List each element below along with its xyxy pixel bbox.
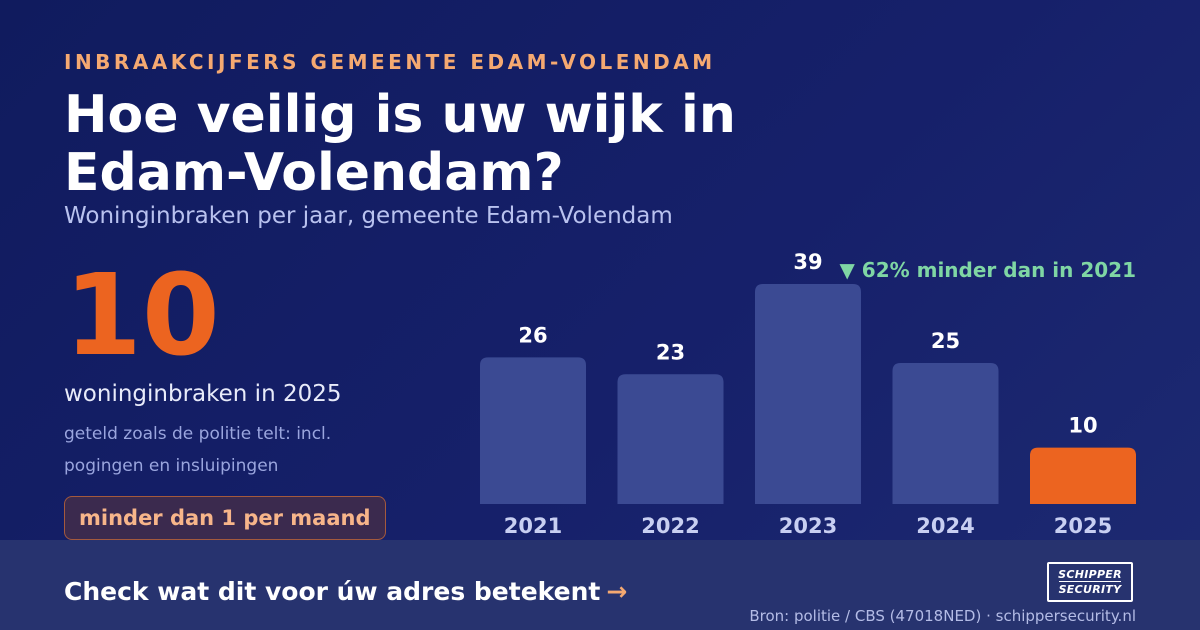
tick-label-2023: 2023 <box>779 514 837 538</box>
per-month-badge: minder dan 1 per maand <box>64 496 386 540</box>
bar-2024 <box>892 362 999 504</box>
arrow-right-icon: → <box>606 577 628 606</box>
highlight-number: 10 <box>64 251 220 381</box>
page-subtitle: Woninginbraken per jaar, gemeente Edam-V… <box>64 203 673 229</box>
logo-line-2: SECURITY <box>1058 581 1122 596</box>
value-label-2024: 25 <box>931 329 960 353</box>
bar-2022 <box>617 374 724 504</box>
value-label-2021: 26 <box>518 323 547 347</box>
value-label-2023: 39 <box>793 250 822 274</box>
eyebrow-label: INBRAAKCIJFERS GEMEENTE EDAM-VOLENDAM <box>64 50 716 74</box>
page-title: Hoe veilig is uw wijk in Edam-Volendam? <box>64 85 736 203</box>
cta-label: Check wat dit voor úw adres betekent <box>64 577 601 606</box>
bar-2021 <box>480 357 586 504</box>
tick-label-2022: 2022 <box>641 514 699 538</box>
tick-label-2021: 2021 <box>504 514 562 538</box>
bar-chart: 26 2021 23 2022 39 2023 25 2024 10 2025 ▼ 62% mind… <box>480 250 1136 538</box>
logo-line-1: SCHIPPER <box>1058 568 1122 581</box>
counting-note: geteld zoals de politie telt: incl. pogi… <box>64 424 332 476</box>
value-label-2025: 10 <box>1068 414 1097 438</box>
chart-annotation: ▼ 62% minder dan in 2021 <box>839 258 1136 282</box>
brand-logo: SCHIPPER SECURITY <box>1047 562 1133 602</box>
value-label-2022: 23 <box>656 340 685 364</box>
bar-2025 <box>1030 447 1136 504</box>
tick-label-2024: 2024 <box>916 514 974 538</box>
source-note: Bron: politie / CBS (47018NED) · schippe… <box>749 607 1136 625</box>
bar-2023 <box>755 284 861 504</box>
highlight-caption: woninginbraken in 2025 <box>64 381 342 407</box>
footer-bar <box>0 540 1200 630</box>
cta-link[interactable]: Check wat dit voor úw adres betekent → <box>64 577 627 606</box>
tick-label-2025: 2025 <box>1054 514 1112 538</box>
